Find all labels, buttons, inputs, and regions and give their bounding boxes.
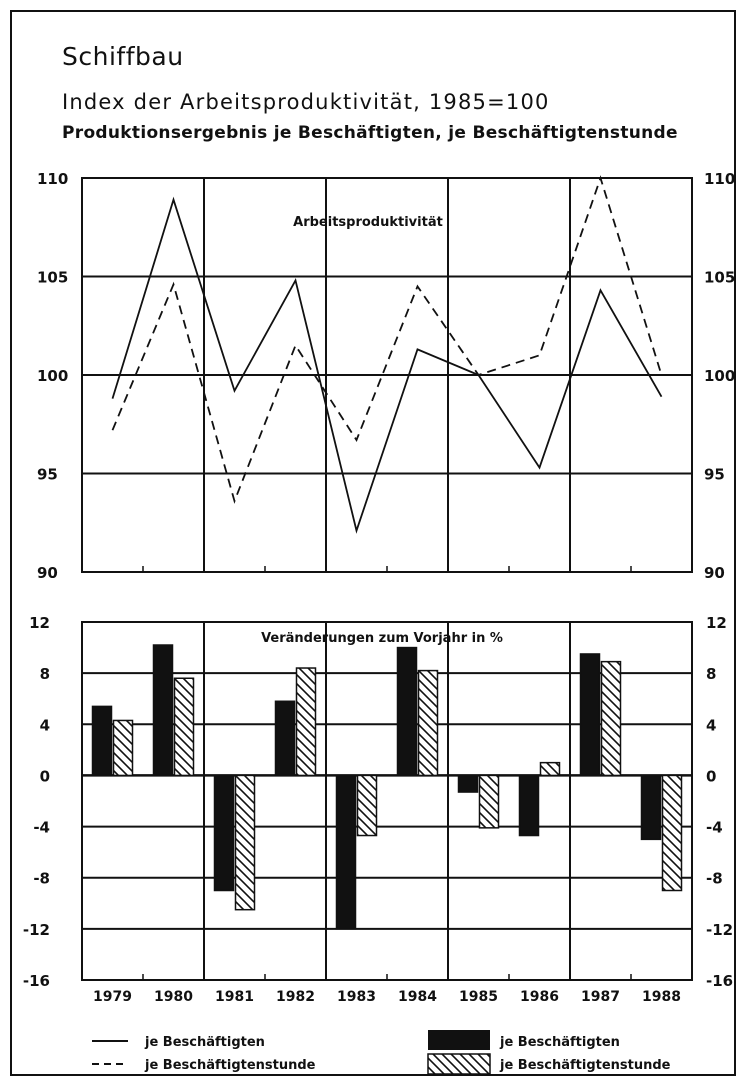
- bar-ytick-left: -8: [33, 870, 50, 888]
- x-axis-tick-label: 1988: [642, 989, 681, 1005]
- line-ytick-left: 95: [37, 466, 58, 484]
- bar-ytick-left: -4: [33, 819, 50, 837]
- x-axis-tick-label: 1984: [398, 989, 437, 1005]
- line-ytick-right: 110: [704, 170, 735, 188]
- x-axis-tick-label: 1982: [276, 989, 315, 1005]
- legend-bar-solid-swatch: [428, 1030, 490, 1050]
- bar-ytick-left: -16: [23, 972, 50, 990]
- x-axis-tick-label: 1987: [581, 989, 620, 1005]
- x-axis-tick-label: 1981: [215, 989, 254, 1005]
- line-ytick-left: 105: [37, 269, 68, 287]
- bar-je-beschaeftigten: [396, 646, 418, 777]
- bar-ytick-left: 8: [40, 665, 50, 683]
- bar-je-beschaeftigtenstunde: [356, 774, 378, 837]
- bar-je-beschaeftigtenstunde: [478, 774, 500, 829]
- legend: je Beschäftigten je Beschäftigtenstunde …: [92, 1030, 671, 1075]
- line-ytick-right: 105: [704, 269, 735, 287]
- bar-ytick-right: -4: [706, 819, 723, 837]
- bar-je-beschaeftigten: [213, 774, 235, 892]
- bar-je-beschaeftigtenstunde: [417, 669, 439, 777]
- line-ytick-right: 90: [704, 564, 725, 582]
- page-title: Schiffbau: [62, 42, 184, 71]
- bar-je-beschaeftigtenstunde: [539, 761, 561, 777]
- bar-chart: -16 -16 -12 -12 -8 -8 -4 -4 0 0 4 4 8 8 12 12 Veränderun…: [23, 614, 733, 1005]
- legend-bar-hatched-swatch: [427, 1053, 491, 1075]
- legend-bar-hatched-label: je Beschäftigtenstunde: [499, 1058, 671, 1073]
- line-ytick-right: 95: [704, 466, 725, 484]
- bar-je-beschaeftigten: [579, 653, 601, 777]
- series-line-je-beschaeftigtenstunde: [111, 175, 663, 504]
- bar-je-beschaeftigtenstunde: [112, 719, 134, 777]
- bar-ytick-right: 4: [706, 716, 716, 734]
- x-axis-tick-label: 1985: [459, 989, 498, 1005]
- chart-frame: [10, 10, 736, 1076]
- bar-je-beschaeftigten: [640, 774, 662, 841]
- x-axis-tick-label: 1986: [520, 989, 559, 1005]
- x-axis-tick-label: 1980: [154, 989, 193, 1005]
- line-ytick-left: 100: [37, 367, 68, 385]
- bar-je-beschaeftigten: [518, 774, 540, 837]
- bar-ytick-right: 8: [706, 665, 716, 683]
- bar-ytick-right: 0: [706, 767, 716, 785]
- page-subtitle: Index der Arbeitsproduktivität, 1985=100: [62, 90, 550, 114]
- bar-je-beschaeftigtenstunde: [173, 677, 195, 777]
- bar-je-beschaeftigtenstunde: [600, 660, 622, 777]
- bar-ytick-right: -8: [706, 870, 723, 888]
- bar-ytick-left: -12: [23, 921, 50, 939]
- bar-je-beschaeftigtenstunde: [295, 667, 317, 777]
- x-axis-tick-label: 1979: [93, 989, 132, 1005]
- legend-bar-solid-label: je Beschäftigten: [499, 1035, 620, 1050]
- line-chart-title: Arbeitsproduktivität: [293, 215, 443, 230]
- bar-ytick-left: 0: [40, 767, 50, 785]
- bar-ytick-left: 12: [29, 614, 50, 632]
- bar-ytick-right: -12: [706, 921, 733, 939]
- line-ytick-left: 110: [37, 170, 68, 188]
- bar-je-beschaeftigten: [91, 705, 113, 777]
- bar-je-beschaeftigten: [457, 774, 479, 793]
- bar-je-beschaeftigten: [152, 644, 174, 777]
- x-axis-tick-label: 1983: [337, 989, 376, 1005]
- bar-ytick-right: 12: [706, 614, 727, 632]
- bar-ytick-right: -16: [706, 972, 733, 990]
- bar-je-beschaeftigtenstunde: [661, 774, 683, 892]
- bar-je-beschaeftigten: [335, 774, 357, 930]
- legend-line-solid-label: je Beschäftigten: [144, 1035, 265, 1050]
- bar-je-beschaeftigten: [274, 700, 296, 777]
- bar-plot-border: [81, 621, 693, 981]
- page-subsubtitle: Produktionsergebnis je Beschäftigten, je…: [62, 123, 678, 143]
- legend-line-dashed-label: je Beschäftigtenstunde: [144, 1058, 316, 1073]
- bar-je-beschaeftigtenstunde: [234, 774, 256, 911]
- series-line-je-beschaeftigten: [111, 196, 663, 534]
- bar-ytick-left: 4: [40, 716, 50, 734]
- line-chart: 90 90 95 95 100 100 105 105 110 110 Arbeitsprodukt…: [37, 170, 735, 582]
- line-ytick-left: 90: [37, 564, 58, 582]
- line-ytick-right: 100: [704, 367, 735, 385]
- bar-chart-title: Veränderungen zum Vorjahr in %: [261, 631, 503, 646]
